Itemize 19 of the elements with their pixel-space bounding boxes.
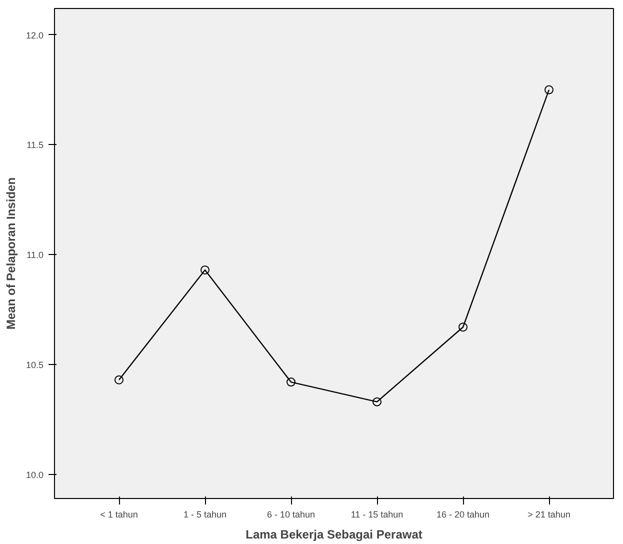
point bbox=[372, 397, 382, 406]
point bbox=[544, 85, 554, 94]
point bbox=[286, 378, 296, 387]
x-tick-label: 1 - 5 tahun bbox=[183, 510, 227, 520]
y-axis-title: Mean of Pelaporan Insiden bbox=[4, 177, 18, 330]
y-tick-label: 10.0 bbox=[26, 470, 44, 480]
point bbox=[458, 322, 468, 332]
y-tick-label: 11.5 bbox=[26, 140, 44, 150]
point bbox=[200, 265, 210, 274]
y-tick-label: 10.5 bbox=[26, 360, 44, 370]
x-tick-label: 6 - 10 tahun bbox=[266, 510, 316, 520]
point bbox=[114, 375, 124, 384]
x-tick-label: 16 - 20 tahun bbox=[436, 510, 490, 520]
y-tick-label: 11.0 bbox=[26, 250, 44, 260]
y-tick-label: 12.0 bbox=[26, 30, 44, 40]
x-axis-title: Lama Bekerja Sebagai Perawat bbox=[246, 528, 422, 542]
x-tick-label: > 21 tahun bbox=[528, 510, 570, 520]
x-tick-label: < 1 tahun bbox=[100, 510, 138, 520]
x-tick-label: 11 - 15 tahun bbox=[350, 510, 404, 520]
